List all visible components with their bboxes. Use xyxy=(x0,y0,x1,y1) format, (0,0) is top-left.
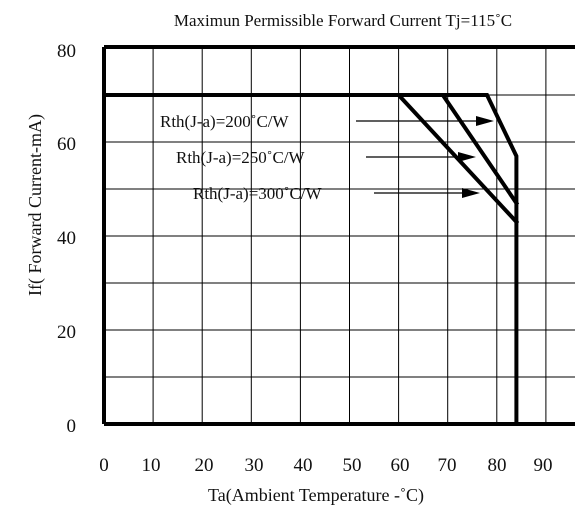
y-axis-label: If( Forward Current-mA) xyxy=(25,114,46,296)
leader-arrowhead-0 xyxy=(476,116,494,126)
x-tick-label-80: 80 xyxy=(488,455,507,476)
annotation-rth-250: Rth(J-a)=250˚C/W xyxy=(176,148,306,167)
y-tick-label-0: 0 xyxy=(67,416,77,437)
x-tick-label-10: 10 xyxy=(142,455,161,476)
plot-frame xyxy=(102,45,575,426)
leader-arrowhead-1 xyxy=(458,152,476,162)
y-tick-label-20: 20 xyxy=(57,322,76,343)
leader-arrowhead-2 xyxy=(462,188,480,198)
y-tick-label-80: 80 xyxy=(57,41,76,62)
x-tick-label-70: 70 xyxy=(438,455,457,476)
y-tick-label-60: 60 xyxy=(57,134,76,155)
y-tick-label-40: 40 xyxy=(57,228,76,249)
x-tick-label-0: 0 xyxy=(99,455,109,476)
series-annotations: Rth(J-a)=200˚C/W Rth(J-a)=250˚C/W Rth(J-… xyxy=(160,112,494,203)
x-tick-label-20: 20 xyxy=(195,455,214,476)
x-tick-label-50: 50 xyxy=(343,455,362,476)
series-line-2 xyxy=(102,93,520,225)
x-tick-label-40: 40 xyxy=(294,455,313,476)
x-tick-label-60: 60 xyxy=(391,455,410,476)
x-tick-labels: 0 10 20 30 40 50 60 70 80 90 xyxy=(99,455,552,476)
y-tick-labels: 0 20 40 60 80 xyxy=(57,41,76,437)
x-axis-label: Ta(Ambient Temperature -˚C) xyxy=(208,485,424,506)
series-line-0 xyxy=(102,93,519,426)
annotation-rth-300: Rth(J-a)=300˚C/W xyxy=(193,184,323,203)
annotation-rth-200: Rth(J-a)=200˚C/W xyxy=(160,112,290,131)
series-curves xyxy=(102,93,520,426)
grid-lines xyxy=(104,47,575,424)
x-tick-label-90: 90 xyxy=(534,455,553,476)
chart-title: Maximun Permissible Forward Current Tj=1… xyxy=(174,11,512,30)
x-tick-label-30: 30 xyxy=(245,455,264,476)
